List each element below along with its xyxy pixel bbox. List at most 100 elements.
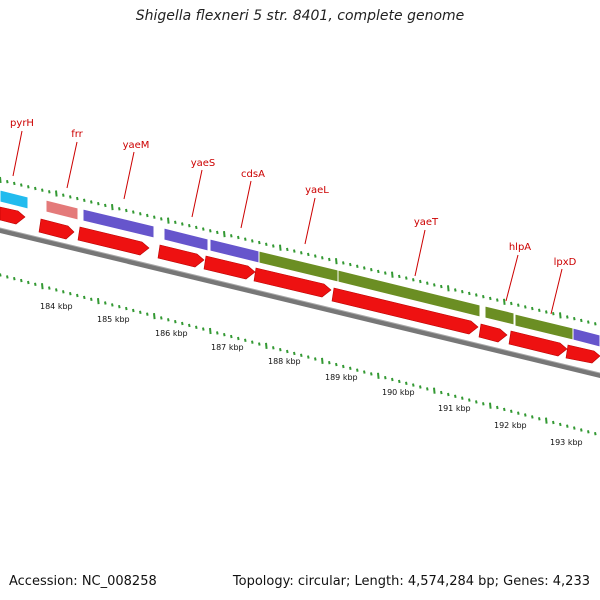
gene-box-hlpA[interactable] [484,305,515,326]
gene-box-frr[interactable] [45,199,79,221]
cds-arrow-yaeM[interactable] [77,226,150,256]
scale-tick [433,387,436,394]
scale-tick [132,308,135,313]
scale-tick [363,370,366,374]
outer-tick [132,210,135,214]
outer-tick [349,262,352,267]
scale-tick [496,405,499,410]
scale-tick [531,415,534,419]
outer-tick [237,235,240,240]
scale-tick [566,424,569,428]
scale-tick [13,277,16,281]
scale-tick [195,325,198,329]
outer-tick [363,266,366,270]
cds-arrow-pyrH[interactable] [0,206,26,225]
scale-tick [251,340,254,344]
genome-backbone-highlight [0,227,600,374]
scale-tick [188,323,191,328]
outer-tick [377,269,380,274]
scale-tick [370,372,373,376]
scale-tick [111,303,114,307]
gene-label-pyrH: pyrH [10,118,34,129]
cds-arrow-yaeT[interactable] [331,287,479,335]
outer-tick [370,268,373,272]
outer-tick [482,295,485,299]
outer-tick [41,188,44,192]
gene-box-pyrH[interactable] [0,189,29,210]
scale-tick [524,413,527,417]
scale-tick [328,361,331,365]
scale-tick [41,283,44,290]
gene-label-yaeM: yaeM [123,140,150,151]
outer-tick [174,220,177,224]
gene-box-yaeT[interactable] [337,269,481,318]
cds-arrow-hlpA[interactable] [478,323,508,343]
cds-arrow-cdsA[interactable] [203,255,256,280]
outer-tick [27,185,30,189]
scale-tick [83,295,86,300]
outer-tick [426,281,429,285]
gene-label-yaeT: yaeT [414,217,439,228]
gene-box-fabZ[interactable] [572,327,600,348]
scale-tick [454,394,457,398]
scale-tick [223,333,226,337]
scale-tick [552,420,555,425]
scale-tick [489,402,492,409]
scale-tick [167,318,170,322]
cds-arrow-yaeS[interactable] [157,244,205,268]
leader-line-hlpA [505,254,519,302]
topology-text: Topology: circular; Length: 4,574,284 bp… [232,574,590,589]
outer-tick [335,258,338,265]
outer-tick [0,176,2,184]
scale-tick [517,411,520,415]
scale-tick [139,310,142,314]
outer-tick [328,257,331,262]
outer-tick [90,200,93,204]
outer-tick [195,225,198,230]
outer-tick [552,312,555,316]
outer-tick [419,279,422,284]
outer-tick [391,271,394,278]
outer-tick [139,212,142,216]
outer-tick [286,247,289,252]
cds-arrow-fabZ[interactable] [565,344,600,364]
scale-tick [76,293,79,298]
scale-tick [279,348,282,352]
outer-tick [258,240,261,245]
scale-tick [265,342,268,349]
scale-tick [55,288,58,292]
outer-tick [538,308,541,312]
scale-tick [314,357,317,361]
scale-tick [412,383,415,387]
outer-tick [454,288,457,292]
outer-tick [230,234,233,238]
scale-tick [440,390,443,395]
outer-tick [223,231,226,238]
scale-tick [461,396,464,400]
outer-tick [55,190,58,197]
scale-tick [286,349,289,354]
gene-box-yaeS[interactable] [163,227,209,252]
scale-tick [104,301,107,305]
outer-tick [272,244,275,248]
outer-tick [447,285,450,292]
outer-tick [510,301,513,306]
cds-arrow-lpxD[interactable] [508,330,568,357]
outer-tick [34,186,37,191]
scale-tick [97,298,100,305]
outer-tick [475,293,478,297]
scale-tick [594,432,597,436]
cds-arrow-yaeL[interactable] [253,267,332,298]
outer-tick [412,278,415,282]
outer-tick [587,320,590,324]
outer-tick [76,196,79,201]
cds-arrow-frr[interactable] [38,218,75,240]
scale-tick [398,379,401,384]
scale-label: 189 kbp [325,373,358,382]
gene-box-yaeM[interactable] [82,208,155,239]
outer-tick [111,204,114,211]
outer-tick [265,242,268,246]
scale-tick [258,342,261,346]
leader-line-yaeL [304,197,316,245]
scale-label: 191 kbp [438,404,471,413]
